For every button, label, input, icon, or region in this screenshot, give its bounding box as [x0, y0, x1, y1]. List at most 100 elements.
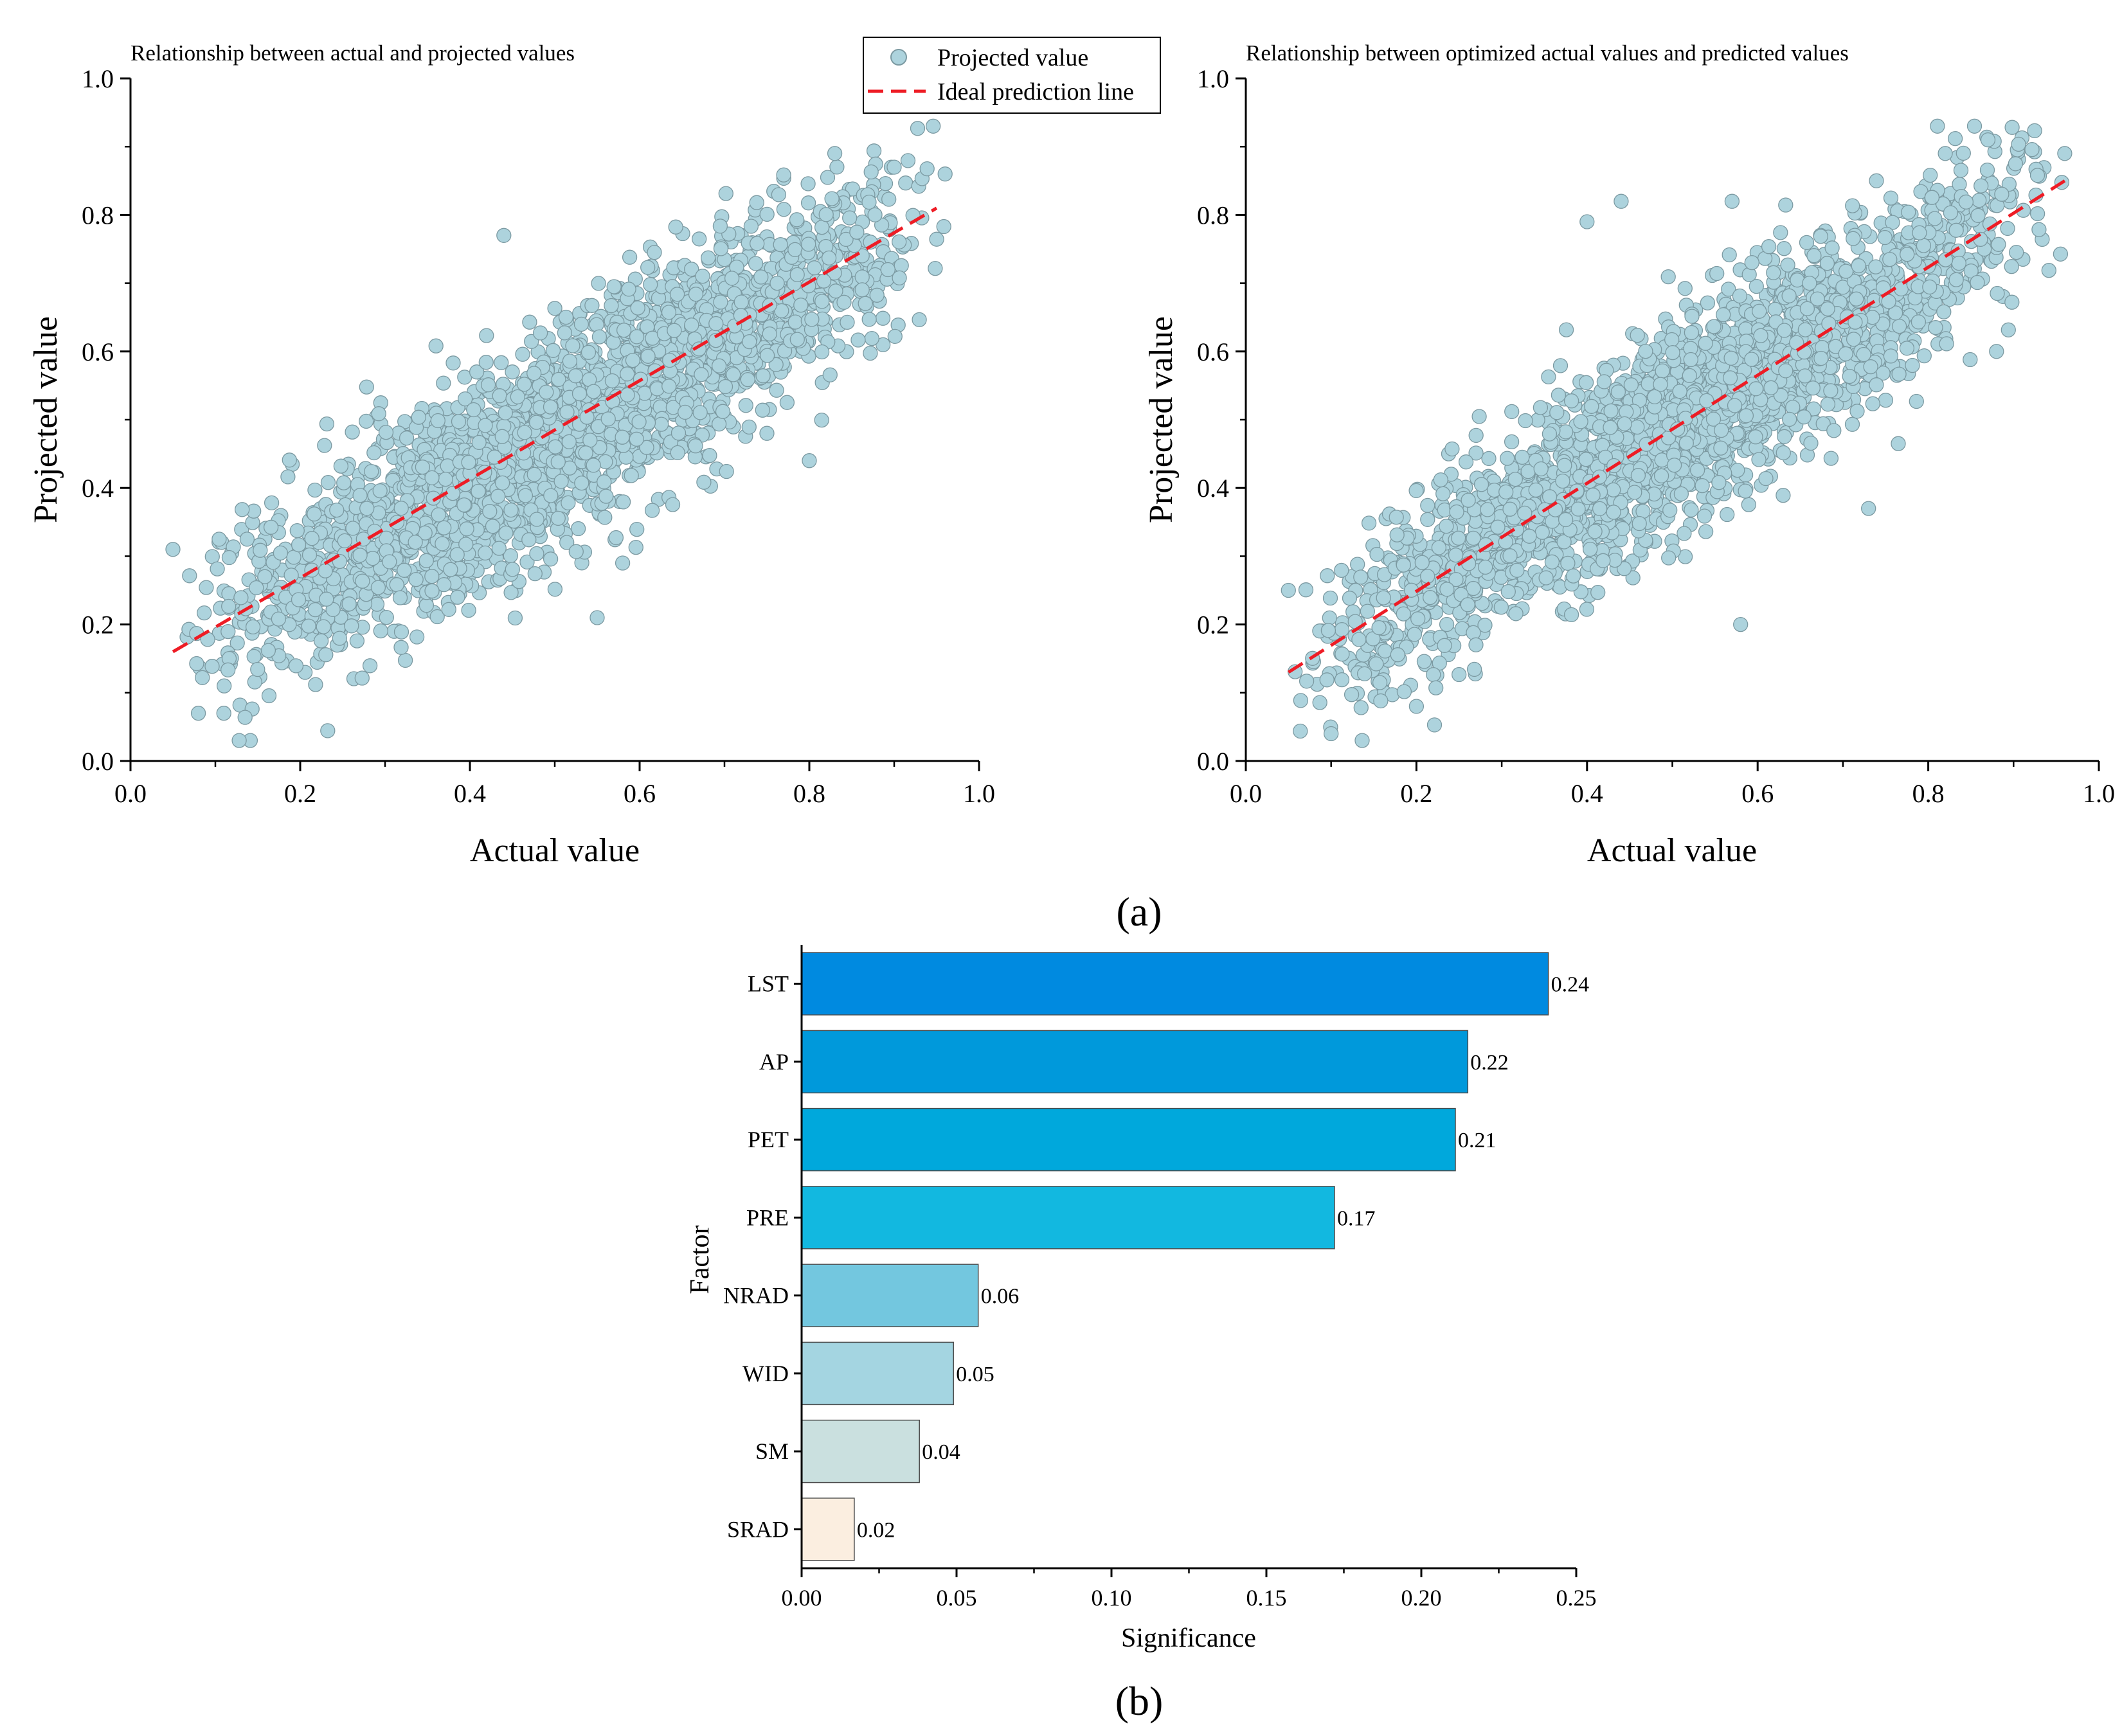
scatter-point [435, 536, 450, 551]
scatter-point [436, 520, 452, 535]
scatter-point [1319, 672, 1335, 688]
scatter-point [615, 429, 630, 445]
scatter-point [233, 590, 249, 605]
scatter-point [668, 219, 683, 235]
scatter-point [352, 548, 368, 563]
scatter-point [900, 153, 916, 168]
scatter-point [516, 377, 532, 392]
scatter-point [719, 463, 734, 479]
scatter-point [701, 250, 716, 265]
scatter-point [317, 438, 332, 453]
scatter-point [773, 237, 788, 253]
scatter-point [1538, 570, 1554, 586]
scatter-point [604, 373, 620, 389]
scatter-point [354, 670, 370, 686]
scatter-point [408, 534, 423, 550]
scatter-point [1722, 247, 1737, 263]
scatter-point [2009, 244, 2024, 260]
scatter-point [318, 563, 333, 578]
scatter-point [393, 501, 409, 516]
scatter-point [1542, 489, 1558, 505]
scatter-point [517, 425, 532, 440]
scatter-point [580, 345, 597, 360]
scatter-point [1956, 145, 1971, 161]
scatter-point [665, 497, 681, 512]
scatter-point [1420, 512, 1435, 527]
scatter-point [220, 623, 236, 640]
scatter-point [1720, 506, 1735, 523]
scatter-point [451, 414, 467, 429]
scatter-point [424, 569, 440, 584]
scatter-point [640, 348, 656, 364]
scatter-point [1684, 325, 1700, 341]
scatter-point [589, 610, 605, 625]
scatter-point [695, 269, 710, 284]
scatter-point [550, 454, 566, 470]
scatter-point [1883, 190, 1899, 206]
scatter-point [1948, 272, 1964, 287]
scatter-point [283, 568, 299, 583]
scatter-point [621, 282, 636, 297]
scatter-point [1298, 582, 1314, 598]
scatter-point [1344, 687, 1360, 702]
scatter-point [543, 551, 559, 567]
scatter-point [1677, 526, 1692, 541]
scatter-point [246, 649, 262, 665]
scatter-point [1660, 269, 1676, 285]
scatter-point [553, 474, 569, 489]
scatter-point [854, 282, 870, 298]
scatter-point [1439, 519, 1454, 534]
scatter-point [1891, 436, 1906, 451]
scatter-point [478, 418, 493, 433]
scatter-point [548, 439, 563, 454]
scatter-point [711, 358, 727, 373]
scatter-point [561, 434, 577, 449]
scatter-point [669, 287, 685, 302]
chart-1-y-ticks: 0.00.20.40.60.81.0 [82, 64, 130, 776]
scatter-point [362, 658, 378, 674]
scatter-point [528, 415, 544, 430]
scatter-point [1928, 319, 1943, 336]
scatter-point [392, 590, 408, 605]
scatter-point [1528, 482, 1543, 498]
scatter-point [1458, 454, 1474, 470]
y-tick-label: 0.4 [82, 474, 114, 503]
scatter-point [738, 398, 753, 413]
scatter-point [629, 521, 645, 537]
scatter-point [1951, 255, 1966, 271]
scatter-point [1953, 163, 1969, 178]
scatter-point [1396, 606, 1411, 622]
scatter-point [1776, 445, 1791, 461]
scatter-point [220, 662, 236, 677]
scatter-point [529, 546, 544, 562]
scatter-point [288, 658, 304, 674]
scatter-point [478, 545, 493, 561]
scatter-point [715, 404, 731, 419]
chart-1-title: Relationship between actual and projecte… [130, 40, 575, 66]
scatter-point [771, 187, 787, 202]
scatter-point [1481, 451, 1497, 467]
scatter-point [688, 287, 704, 302]
scatter-point [1672, 384, 1687, 399]
scatter-point [1796, 409, 1812, 425]
scatter-point [1630, 328, 1645, 343]
scatter-point [496, 228, 512, 243]
scatter-point [800, 176, 816, 192]
scatter-point [1416, 654, 1432, 669]
scatter-point [570, 521, 586, 537]
scatter-point [189, 656, 204, 672]
scatter-point [850, 332, 866, 348]
scatter-point [1939, 336, 1954, 352]
scatter-point [625, 352, 641, 368]
scatter-point [1468, 637, 1484, 652]
scatter-point [1813, 229, 1828, 244]
scatter-point [461, 602, 476, 618]
scatter-point [628, 539, 643, 555]
scatter-point [743, 219, 759, 234]
scatter-point [828, 283, 843, 299]
scatter-point [557, 325, 573, 341]
scatter-point [1369, 656, 1384, 672]
scatter-point [1923, 167, 1938, 183]
scatter-point [318, 647, 334, 663]
scatter-point [1799, 235, 1815, 251]
